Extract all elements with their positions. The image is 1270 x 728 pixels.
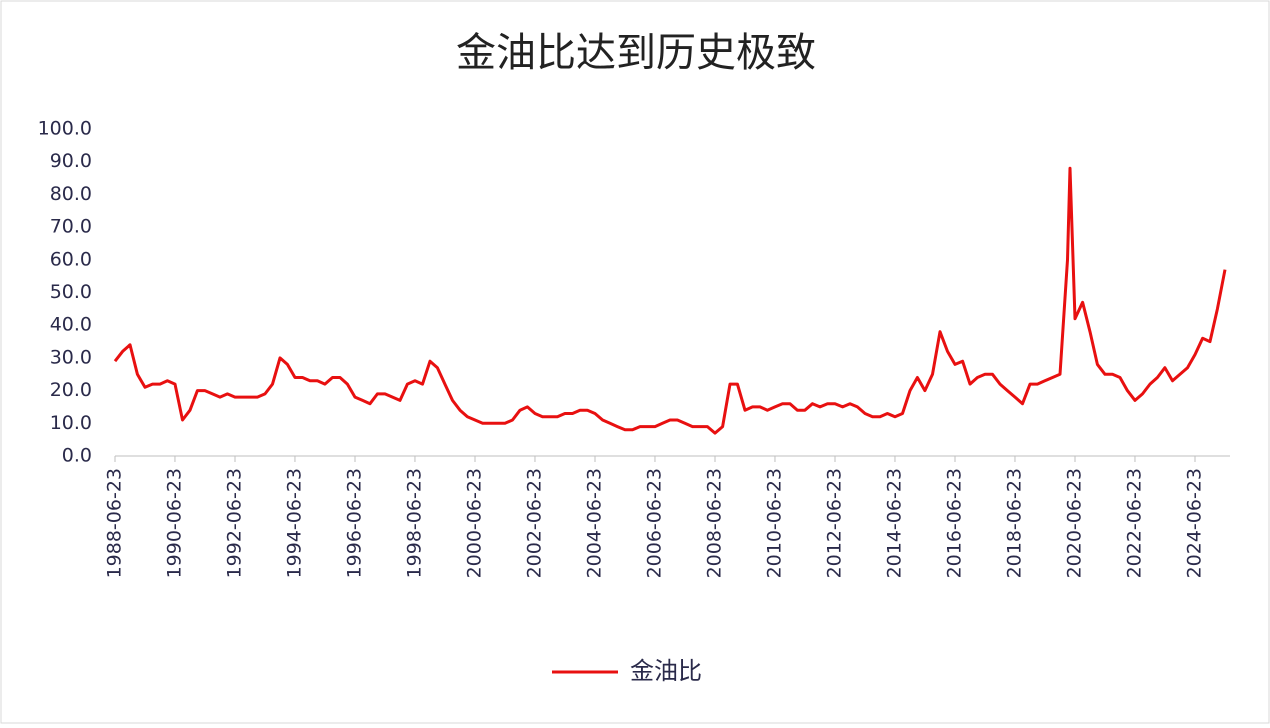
data-line (113, 166, 1227, 435)
x-tick-label: 2020-06-23 (1064, 468, 1086, 578)
y-tick-label: 20.0 (50, 379, 92, 401)
x-tick-label: 2004-06-23 (584, 468, 606, 578)
legend-label: 金油比 (630, 657, 702, 685)
y-tick-label: 60.0 (50, 248, 92, 270)
x-tick-label: 1998-06-23 (403, 468, 425, 578)
y-tick-label: 10.0 (50, 412, 92, 434)
x-tick-label: 1992-06-23 (224, 468, 246, 578)
y-tick-label: 0.0 (62, 445, 92, 467)
x-tick-label: 2006-06-23 (643, 468, 665, 578)
x-tick-label: 1988-06-23 (104, 468, 126, 578)
x-tick-label: 2022-06-23 (1123, 468, 1145, 578)
x-tick-label: 2000-06-23 (464, 468, 486, 578)
y-tick-label: 100.0 (38, 118, 92, 140)
x-tick-label: 2016-06-23 (944, 468, 966, 578)
x-tick-label: 2010-06-23 (763, 468, 785, 578)
x-tick-label: 2012-06-23 (824, 468, 846, 578)
y-tick-label: 50.0 (50, 281, 92, 303)
y-tick-label: 90.0 (50, 150, 92, 172)
x-tick-label: 1990-06-23 (163, 468, 185, 578)
y-tick-label: 70.0 (50, 216, 92, 238)
chart-title: 金油比达到历史极致 (456, 30, 816, 76)
x-tick-label: 1994-06-23 (283, 468, 305, 578)
x-tick-label: 2024-06-23 (1184, 468, 1206, 578)
y-tick-label: 30.0 (50, 346, 92, 368)
x-tick-label: 2014-06-23 (883, 468, 905, 578)
y-tick-label: 40.0 (50, 314, 92, 336)
x-tick-label: 2008-06-23 (704, 468, 726, 578)
x-tick-label: 2018-06-23 (1003, 468, 1025, 578)
x-tick-label: 2002-06-23 (523, 468, 545, 578)
y-tick-label: 80.0 (50, 183, 92, 205)
x-tick-label: 1996-06-23 (344, 468, 366, 578)
